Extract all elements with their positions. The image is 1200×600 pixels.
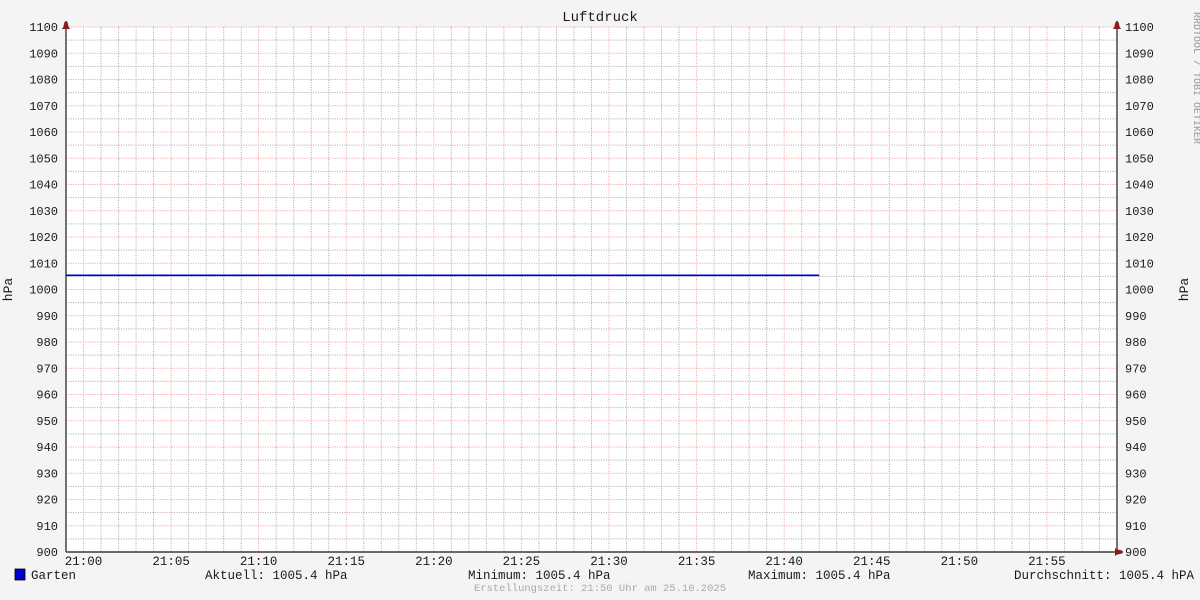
- svg-text:21:30: 21:30: [590, 555, 628, 569]
- svg-text:900: 900: [1125, 546, 1147, 560]
- svg-text:Aktuell: 1005.4 hPa: Aktuell: 1005.4 hPa: [205, 569, 348, 583]
- svg-text:21:00: 21:00: [65, 555, 103, 569]
- svg-text:1070: 1070: [1125, 100, 1154, 114]
- svg-text:980: 980: [36, 336, 58, 350]
- svg-text:920: 920: [36, 494, 58, 508]
- svg-text:960: 960: [1125, 389, 1147, 403]
- svg-text:1000: 1000: [1125, 284, 1154, 298]
- svg-text:940: 940: [36, 441, 58, 455]
- svg-text:1090: 1090: [29, 47, 58, 61]
- svg-text:1060: 1060: [1125, 126, 1154, 140]
- svg-text:900: 900: [36, 546, 58, 560]
- svg-text:1040: 1040: [1125, 179, 1154, 193]
- svg-text:1030: 1030: [1125, 205, 1154, 219]
- svg-text:940: 940: [1125, 441, 1147, 455]
- svg-text:910: 910: [36, 520, 58, 534]
- svg-text:Maximum: 1005.4 hPa: Maximum: 1005.4 hPa: [748, 569, 891, 583]
- svg-text:1080: 1080: [1125, 74, 1154, 88]
- svg-text:21:40: 21:40: [765, 555, 803, 569]
- svg-text:Durchschnitt: 1005.4 hPA: Durchschnitt: 1005.4 hPA: [1014, 569, 1195, 583]
- svg-text:hPa: hPa: [1, 278, 16, 302]
- svg-text:930: 930: [36, 467, 58, 481]
- svg-text:1030: 1030: [29, 205, 58, 219]
- svg-text:1000: 1000: [29, 284, 58, 298]
- svg-text:21:25: 21:25: [503, 555, 541, 569]
- svg-text:hPa: hPa: [1177, 278, 1192, 302]
- svg-text:1010: 1010: [29, 257, 58, 271]
- svg-text:Luftdruck: Luftdruck: [562, 10, 638, 26]
- svg-text:970: 970: [36, 362, 58, 376]
- svg-text:21:50: 21:50: [941, 555, 979, 569]
- svg-text:1100: 1100: [29, 21, 58, 35]
- svg-text:1060: 1060: [29, 126, 58, 140]
- svg-text:21:05: 21:05: [152, 555, 190, 569]
- svg-text:990: 990: [1125, 310, 1147, 324]
- svg-text:920: 920: [1125, 494, 1147, 508]
- svg-text:980: 980: [1125, 336, 1147, 350]
- svg-text:1010: 1010: [1125, 257, 1154, 271]
- svg-text:1050: 1050: [1125, 152, 1154, 166]
- svg-text:21:15: 21:15: [328, 555, 366, 569]
- svg-text:1020: 1020: [1125, 231, 1154, 245]
- svg-text:21:55: 21:55: [1028, 555, 1066, 569]
- svg-text:Erstellungszeit: 21:50 Uhr am: Erstellungszeit: 21:50 Uhr am 25.10.2025: [474, 583, 726, 595]
- svg-text:21:10: 21:10: [240, 555, 278, 569]
- svg-text:1020: 1020: [29, 231, 58, 245]
- svg-text:Garten: Garten: [31, 569, 76, 583]
- svg-text:1080: 1080: [29, 74, 58, 88]
- svg-text:960: 960: [36, 389, 58, 403]
- svg-text:950: 950: [36, 415, 58, 429]
- svg-text:1050: 1050: [29, 152, 58, 166]
- svg-text:910: 910: [1125, 520, 1147, 534]
- svg-text:21:45: 21:45: [853, 555, 891, 569]
- svg-text:RRDTOOL / TOBI OETIKER: RRDTOOL / TOBI OETIKER: [1190, 12, 1200, 144]
- svg-text:1100: 1100: [1125, 21, 1154, 35]
- svg-text:990: 990: [36, 310, 58, 324]
- svg-text:970: 970: [1125, 362, 1147, 376]
- svg-text:Minimum: 1005.4 hPa: Minimum: 1005.4 hPa: [468, 569, 611, 583]
- svg-text:21:20: 21:20: [415, 555, 453, 569]
- svg-text:930: 930: [1125, 467, 1147, 481]
- svg-text:1040: 1040: [29, 179, 58, 193]
- svg-text:1090: 1090: [1125, 47, 1154, 61]
- svg-text:21:35: 21:35: [678, 555, 716, 569]
- svg-text:950: 950: [1125, 415, 1147, 429]
- svg-text:1070: 1070: [29, 100, 58, 114]
